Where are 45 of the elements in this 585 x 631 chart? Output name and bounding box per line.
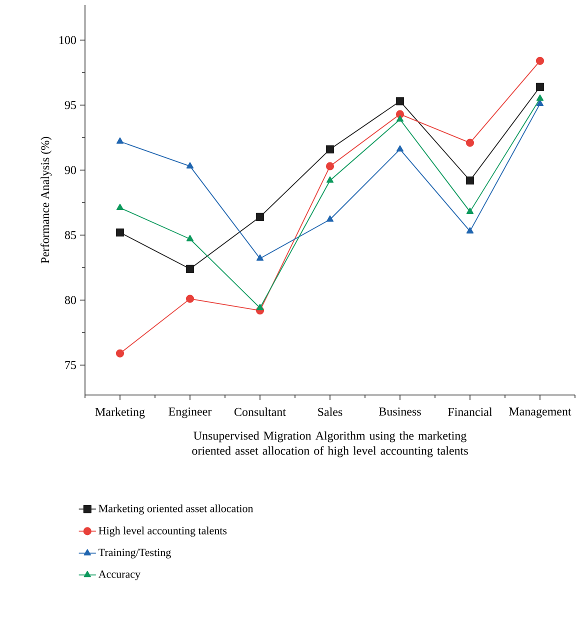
y-tick-label: 100: [60, 36, 76, 44]
x-tick-label: Financial: [448, 408, 492, 416]
y-tick-label: 85: [64, 231, 76, 240]
point: [256, 254, 264, 261]
point: [466, 138, 474, 147]
point: [116, 204, 124, 210]
y-tick-label: 75: [65, 361, 76, 370]
point: [396, 145, 404, 152]
point: [326, 176, 334, 183]
point: [186, 162, 194, 168]
x-axis-title: Unsupervised Migration Algorithm using the marketing oriented asset allocation of high level accounting talents: [192, 431, 468, 458]
point: [116, 137, 124, 144]
x-tick-label: Engineer: [168, 408, 212, 418]
point: [256, 304, 264, 310]
point: [256, 212, 264, 221]
point: [326, 162, 334, 170]
x-tick-label: Sales: [318, 408, 342, 416]
x-tick-label: Business: [379, 408, 421, 416]
legend-label: High level accounting talents: [98, 526, 227, 537]
point: [396, 97, 404, 106]
point: [536, 82, 544, 91]
point: [326, 215, 334, 222]
point: [116, 228, 124, 237]
point: [116, 349, 124, 358]
point: [326, 145, 334, 154]
point: [186, 294, 194, 303]
legend-label: Accuracy: [98, 570, 140, 580]
y-tick-label: 95: [64, 101, 76, 110]
point: [536, 100, 544, 106]
point: [466, 176, 474, 185]
x-tick-label: Consultant: [234, 408, 286, 416]
y-axis-title: Performance Analysis (%): [40, 136, 52, 264]
legend-label: Training/Testing: [98, 548, 171, 558]
y-tick-label: 80: [64, 296, 76, 304]
x-tick-label: Management: [509, 408, 572, 418]
point: [536, 56, 544, 65]
point: [396, 115, 404, 122]
point: [186, 264, 194, 273]
point: [186, 234, 194, 242]
point: [536, 94, 544, 101]
legend-label: Marketing oriented asset allocation: [98, 504, 254, 514]
y-tick-label: 90: [64, 166, 76, 174]
point: [466, 208, 474, 214]
point: [466, 227, 474, 234]
x-tick-label: Marketing: [95, 408, 145, 418]
